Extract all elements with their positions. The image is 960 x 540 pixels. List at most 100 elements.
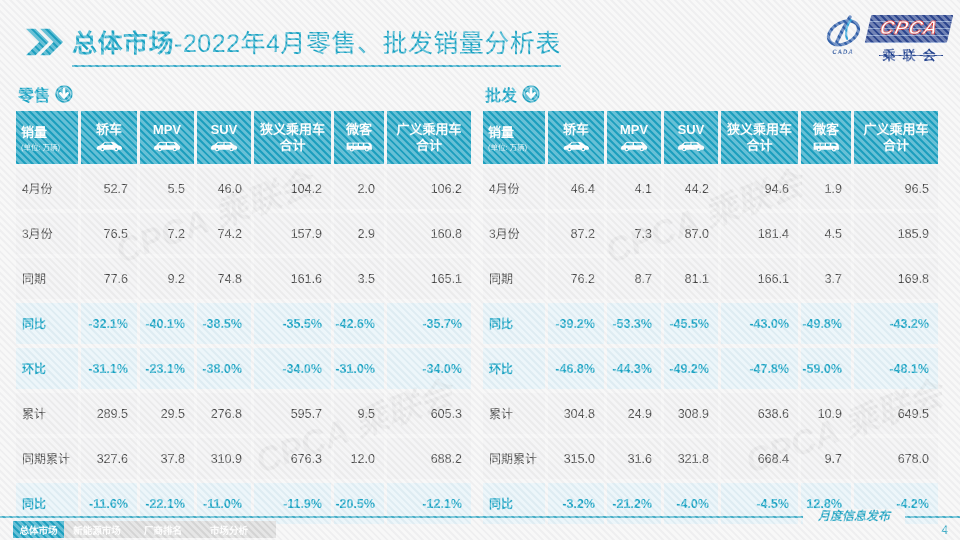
mpv-icon <box>140 140 194 153</box>
page-title: 总体市场-2022年4月零售、批发销量分析表 <box>72 24 561 67</box>
cell-value: 9.7 <box>801 438 851 479</box>
cell-value: 104.2 <box>254 168 331 209</box>
col-header-suv: SUV <box>664 111 718 164</box>
row-label: 同比 <box>16 303 78 344</box>
col-header-sales: 销量 (单位: 万辆) <box>483 111 545 164</box>
col-header-total: 广义乘用车 合计 <box>854 111 938 164</box>
cell-value: 94.6 <box>721 168 798 209</box>
cell-value: 2.9 <box>334 213 384 254</box>
cell-value: 74.2 <box>197 213 251 254</box>
table-row: 4月份 46.4 4.1 44.2 94.6 1.9 96.5 <box>483 168 938 209</box>
cell-value: -32.1% <box>81 303 137 344</box>
cell-value: 77.6 <box>81 258 137 299</box>
sedan-icon <box>548 140 604 153</box>
cell-value: -47.8% <box>721 348 798 389</box>
cell-value: -38.5% <box>197 303 251 344</box>
cell-value: -53.3% <box>607 303 661 344</box>
col-header-total: 狭义乘用车 合计 <box>721 111 798 164</box>
cell-value: 161.6 <box>254 258 331 299</box>
cell-value: -35.7% <box>387 303 471 344</box>
footer-tab-市场分析[interactable]: 市场分析 <box>196 521 262 538</box>
cell-value: 74.8 <box>197 258 251 299</box>
row-label: 同期 <box>16 258 78 299</box>
footer-tab-新能源市场[interactable]: 新能源市场 <box>64 521 130 538</box>
row-label: 同比 <box>483 303 545 344</box>
suv-icon <box>197 140 251 153</box>
row-label: 环比 <box>483 348 545 389</box>
row-label: 累计 <box>16 393 78 434</box>
cell-value: 87.0 <box>664 213 718 254</box>
table-row: 同期 76.2 8.7 81.1 166.1 3.7 169.8 <box>483 258 938 299</box>
cell-value: -40.1% <box>140 303 194 344</box>
retail-section-title: 零售 <box>18 88 51 105</box>
col-header-sedan: 轿车 <box>81 111 137 164</box>
slide-header: 总体市场-2022年4月零售、批发销量分析表 <box>26 24 561 67</box>
cpca-banner: CPCA <box>864 14 954 43</box>
col-header-sales: 销量 (单位: 万辆) <box>16 111 78 164</box>
cell-value: -31.1% <box>81 348 137 389</box>
table-row: 4月份 52.7 5.5 46.0 104.2 2.0 106.2 <box>16 168 471 209</box>
row-label: 同期累计 <box>483 438 545 479</box>
table-row: 累计 304.8 24.9 308.9 638.6 10.9 649.5 <box>483 393 938 434</box>
cell-value: -31.0% <box>334 348 384 389</box>
minibus-icon <box>334 140 384 153</box>
cpca-subtext: 乘联会 <box>875 45 943 64</box>
retail-table: 销量 (单位: 万辆) 轿车 MPV SUV 狭义乘用车 合计 微客 广义乘用车 合计 4月份 5… <box>13 107 474 528</box>
suv-icon <box>664 140 718 153</box>
cell-value: 638.6 <box>721 393 798 434</box>
table-row: 3月份 76.5 7.2 74.2 157.9 2.9 160.8 <box>16 213 471 254</box>
col-header-mpv: MPV <box>140 111 194 164</box>
col-header-total: 狭义乘用车 合计 <box>254 111 331 164</box>
cell-value: -43.0% <box>721 303 798 344</box>
table-row: 同比 -39.2% -53.3% -45.5% -43.0% -49.8% -43.2% <box>483 303 938 344</box>
cell-value: 308.9 <box>664 393 718 434</box>
wholesale-table: 销量 (单位: 万辆) 轿车 MPV SUV 狭义乘用车 合计 微客 广义乘用车 合计 4月份 4… <box>480 107 941 528</box>
cell-value: 7.3 <box>607 213 661 254</box>
cell-value: 76.5 <box>81 213 137 254</box>
cell-value: 3.5 <box>334 258 384 299</box>
row-label: 3月份 <box>483 213 545 254</box>
cell-value: 289.5 <box>81 393 137 434</box>
wholesale-panel: 批发 销量 (单位: 万辆) 轿车 MPV SUV 狭义乘用车 合计 微客 广义乘用车 合计 4… <box>483 84 941 528</box>
cell-value: 46.0 <box>197 168 251 209</box>
cpca-text: CPCA <box>877 17 941 39</box>
col-header-sedan: 轿车 <box>548 111 604 164</box>
cell-value: 605.3 <box>387 393 471 434</box>
cell-value: 96.5 <box>854 168 938 209</box>
cell-value: 688.2 <box>387 438 471 479</box>
cell-value: 106.2 <box>387 168 471 209</box>
download-arrow-icon <box>522 85 540 103</box>
cell-value: 4.1 <box>607 168 661 209</box>
cell-value: -44.3% <box>607 348 661 389</box>
cell-value: -46.8% <box>548 348 604 389</box>
row-label: 同期累计 <box>16 438 78 479</box>
table-row: 同比 -32.1% -40.1% -38.5% -35.5% -42.6% -35.7% <box>16 303 471 344</box>
cell-value: 46.4 <box>548 168 604 209</box>
cell-value: -34.0% <box>254 348 331 389</box>
col-header-minibus: 微客 <box>334 111 384 164</box>
cell-value: 676.3 <box>254 438 331 479</box>
cell-value: 37.8 <box>140 438 194 479</box>
cell-value: 310.9 <box>197 438 251 479</box>
cell-value: 1.9 <box>801 168 851 209</box>
col-header-total: 广义乘用车 合计 <box>387 111 471 164</box>
cell-value: 81.1 <box>664 258 718 299</box>
cell-value: -34.0% <box>387 348 471 389</box>
minibus-icon <box>801 140 851 153</box>
cell-value: 87.2 <box>548 213 604 254</box>
table-row: 同期累计 315.0 31.6 321.8 668.4 9.7 678.0 <box>483 438 938 479</box>
row-label: 3月份 <box>16 213 78 254</box>
footer-note: 月度信息发布 <box>803 509 905 524</box>
footer-tab-厂商排名[interactable]: 厂商排名 <box>130 521 196 538</box>
cell-value: 181.4 <box>721 213 798 254</box>
col-header-mpv: MPV <box>607 111 661 164</box>
footer-divider <box>0 516 960 518</box>
footer-tab-总体市场[interactable]: 总体市场 <box>13 521 64 538</box>
cell-value: 649.5 <box>854 393 938 434</box>
retail-section-header: 零售 <box>18 84 474 105</box>
download-arrow-icon <box>55 85 73 103</box>
table-row: 环比 -46.8% -44.3% -49.2% -47.8% -59.0% -48.1% <box>483 348 938 389</box>
row-label: 累计 <box>483 393 545 434</box>
cell-value: 321.8 <box>664 438 718 479</box>
cell-value: 160.8 <box>387 213 471 254</box>
